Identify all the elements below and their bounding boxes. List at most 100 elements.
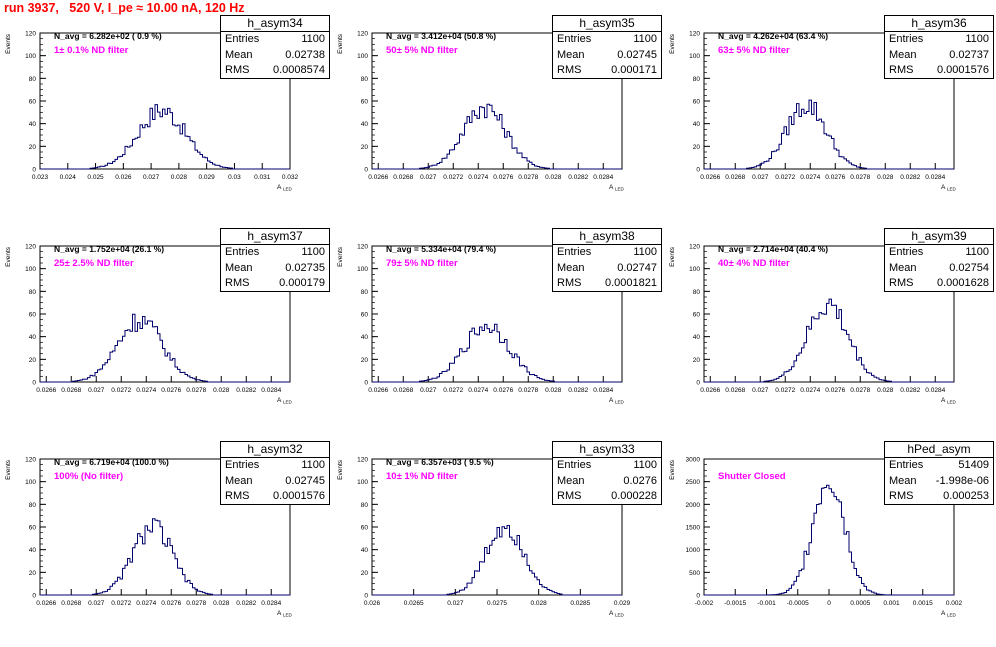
histogram-panel: 0 20 40 60 80 100 120 0.026 0.0265 0.027 0.0275 0.0… (332, 440, 664, 647)
stat-value: 0.000179 (279, 277, 325, 289)
histogram-chart: 0 500 1000 1500 2000 2500 3000 -0.002 -0.0015 -0.… (669, 457, 963, 618)
stat-value: -1.998e-06 (935, 474, 989, 487)
stat-value: 0.02735 (285, 261, 325, 274)
y-axis-title: Events (669, 246, 676, 267)
y-tick-label: 60 (693, 312, 701, 319)
y-tick-label: 0 (696, 593, 700, 600)
y-tick-label: 1000 (686, 547, 701, 554)
x-tick-label: 0.027 (420, 174, 437, 181)
stat-row: Mean 0.02745 (553, 48, 661, 64)
stat-value: 0.0276 (623, 474, 657, 487)
y-tick-label: 0 (32, 380, 36, 387)
filter-label: 10± 1% ND filter (386, 471, 458, 482)
y-tick-label: 40 (29, 121, 37, 128)
y-tick-label: 80 (29, 76, 37, 83)
y-axis-title: Events (337, 459, 344, 480)
stat-box: hPed_asym Entries 51409 Mean -1.998e-06 RMS 0.… (884, 441, 994, 505)
y-tick-label: 120 (25, 31, 36, 38)
stat-box: h_asym37 Entries 1100 Mean 0.02735 RMS 0.00017… (220, 228, 330, 292)
x-tick-label: 0.0284 (593, 387, 613, 394)
y-tick-label: 100 (357, 266, 368, 273)
x-tick-label: 0.0266 (700, 387, 720, 394)
x-tick-label: 0.0284 (593, 174, 613, 181)
x-tick-label: 0.0272 (775, 174, 795, 181)
y-axis-title: Events (5, 246, 12, 267)
x-axis-title: A (277, 610, 282, 617)
histogram-chart: 0 20 40 60 80 100 120 0.0266 0.0268 0.027 0.0272 0.… (5, 244, 293, 405)
stat-row: Entries 1100 (553, 32, 661, 48)
x-tick-label: 0.0278 (518, 174, 538, 181)
stat-label: RMS (557, 490, 582, 502)
stat-box: h_asym36 Entries 1100 Mean 0.02737 RMS 0.00015… (884, 15, 994, 79)
x-tick-label: 0.0276 (825, 174, 845, 181)
filter-label: 79± 5% ND filter (386, 258, 458, 269)
x-tick-label: 0.0278 (186, 600, 206, 607)
y-tick-label: 20 (361, 357, 369, 364)
x-tick-label: 0.0272 (443, 387, 463, 394)
stat-value: 1100 (301, 33, 325, 45)
x-tick-label: 0.0272 (111, 387, 131, 394)
stat-value: 0.02745 (617, 48, 657, 61)
x-tick-label: 0.0266 (36, 387, 56, 394)
stat-row: RMS 0.000179 (221, 276, 329, 292)
filter-label: Shutter Closed (718, 471, 786, 482)
y-tick-label: 40 (361, 121, 369, 128)
x-tick-label: 0.0282 (900, 174, 920, 181)
stat-label: RMS (889, 64, 914, 76)
x-axis-title: A (609, 610, 614, 617)
y-tick-label: 40 (693, 121, 701, 128)
y-tick-label: 3000 (686, 457, 701, 464)
y-tick-label: 120 (357, 31, 368, 38)
x-tick-label: 0.028 (213, 387, 230, 394)
x-tick-label: 0.027 (88, 600, 105, 607)
y-tick-label: 20 (29, 357, 37, 364)
histogram-panel: 0 20 40 60 80 100 120 0.0266 0.0268 0.027 0.0272 0.… (332, 227, 664, 434)
stat-label: RMS (557, 64, 582, 76)
stat-label: Mean (225, 48, 253, 61)
filter-label: 1± 0.1% ND filter (54, 45, 129, 56)
histogram-panel: 0 20 40 60 80 100 120 0.0266 0.0268 0.027 0.0272 0.… (664, 227, 996, 434)
stat-value: 0.02737 (949, 48, 989, 61)
x-tick-label: 0.025 (87, 174, 104, 181)
filter-label: 63± 5% ND filter (718, 45, 790, 56)
navg-label: N_avg = 3.412e+04 (50.8 %) (386, 31, 497, 41)
y-tick-label: 120 (357, 457, 368, 464)
histogram-chart: 0 20 40 60 80 100 120 0.0266 0.0268 0.027 0.0272 0.… (5, 457, 293, 618)
filter-label: 40± 4% ND filter (718, 258, 790, 269)
stat-row: RMS 0.0008574 (221, 63, 329, 79)
y-tick-label: 100 (25, 479, 36, 486)
stat-row: Mean 0.02745 (221, 474, 329, 490)
y-tick-label: 0 (32, 167, 36, 174)
stat-label: RMS (225, 64, 250, 76)
x-axis-title: A (277, 184, 282, 191)
y-tick-label: 500 (689, 570, 700, 577)
stat-label: Mean (225, 261, 253, 274)
y-axis-title: Events (669, 459, 676, 480)
stat-label: RMS (225, 490, 250, 502)
x-tick-label: 0.0268 (725, 174, 745, 181)
x-tick-label: 0.0278 (518, 387, 538, 394)
stat-label: Mean (889, 474, 917, 487)
stat-value: 0.02738 (285, 48, 325, 61)
y-axis-title: Events (5, 459, 12, 480)
stat-label: Entries (557, 33, 592, 45)
y-tick-label: 0 (32, 593, 36, 600)
x-axis-title-subscript: LED (615, 400, 625, 405)
y-tick-label: 100 (25, 53, 36, 60)
y-tick-label: 100 (689, 53, 700, 60)
stat-value: 0.0001821 (605, 277, 657, 289)
histogram-series (40, 313, 290, 383)
stat-value: 0.0001576 (937, 64, 989, 76)
x-axis-title: A (941, 184, 946, 191)
y-tick-label: 80 (361, 502, 369, 509)
stat-row: Entries 51409 (885, 458, 993, 474)
run-title: run 3937, 520 V, I_pe ≈ 10.00 nA, 120 Hz (4, 1, 245, 15)
stat-value: 51409 (958, 459, 989, 471)
stat-value: 0.02745 (285, 474, 325, 487)
x-tick-label: 0.028 (545, 387, 562, 394)
navg-label: N_avg = 4.262e+04 (63.4 %) (718, 31, 829, 41)
y-tick-label: 80 (693, 76, 701, 83)
x-axis-title-subscript: LED (283, 187, 293, 192)
y-tick-label: 20 (29, 144, 37, 151)
stat-row: RMS 0.000253 (885, 489, 993, 505)
